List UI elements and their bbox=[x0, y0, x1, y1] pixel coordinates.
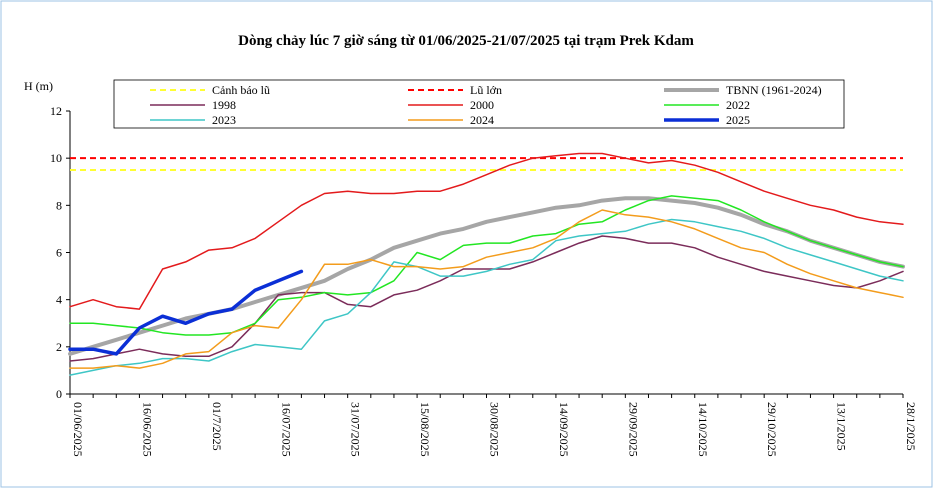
x-tick-label: 29/10/2025 bbox=[765, 402, 779, 457]
y-axis-label: H (m) bbox=[24, 79, 53, 93]
legend-label: Lũ lớn bbox=[470, 83, 502, 97]
y-tick-label: 12 bbox=[50, 104, 62, 118]
y-tick-label: 4 bbox=[56, 293, 62, 307]
x-tick-label: 31/07/2025 bbox=[349, 402, 363, 457]
legend-label: Cảnh báo lũ bbox=[212, 83, 270, 97]
legend-label: 2025 bbox=[726, 113, 750, 127]
x-tick-label: 15/08/2025 bbox=[418, 402, 432, 457]
series-line bbox=[69, 152, 904, 310]
y-tick-label: 6 bbox=[56, 246, 62, 260]
x-tick-label: 01/06/2025 bbox=[71, 402, 85, 457]
legend-label: 2000 bbox=[470, 98, 494, 112]
x-tick-label: 14/10/2025 bbox=[696, 402, 710, 457]
series-line bbox=[69, 209, 904, 369]
series-line bbox=[69, 218, 904, 376]
x-tick-label: 01/7/2025 bbox=[210, 402, 224, 451]
x-tick-label: 16/07/2025 bbox=[279, 402, 293, 457]
x-tick-label: 13/1/2025 bbox=[835, 402, 849, 451]
x-tick-label: 30/08/2025 bbox=[488, 402, 502, 457]
legend-label: 1998 bbox=[212, 98, 236, 112]
y-tick-label: 2 bbox=[56, 340, 62, 354]
legend-label: 2023 bbox=[212, 113, 236, 127]
x-tick-label: 29/09/2025 bbox=[626, 402, 640, 457]
chart-title: Dòng chảy lúc 7 giờ sáng từ 01/06/2025-2… bbox=[238, 33, 694, 49]
x-tick-label: 14/09/2025 bbox=[557, 402, 571, 457]
legend bbox=[113, 79, 845, 129]
y-tick-label: 10 bbox=[50, 151, 62, 165]
series-line bbox=[69, 195, 904, 336]
series-line bbox=[69, 235, 904, 362]
x-tick-label: 28/1/2025 bbox=[904, 402, 918, 451]
x-tick-label: 16/06/2025 bbox=[140, 402, 154, 457]
series-line bbox=[68, 269, 304, 356]
legend-label: TBNN (1961-2024) bbox=[726, 83, 822, 97]
legend-label: 2024 bbox=[470, 113, 494, 127]
legend-label: 2022 bbox=[726, 98, 750, 112]
y-tick-label: 0 bbox=[56, 387, 62, 401]
y-tick-label: 8 bbox=[56, 198, 62, 212]
